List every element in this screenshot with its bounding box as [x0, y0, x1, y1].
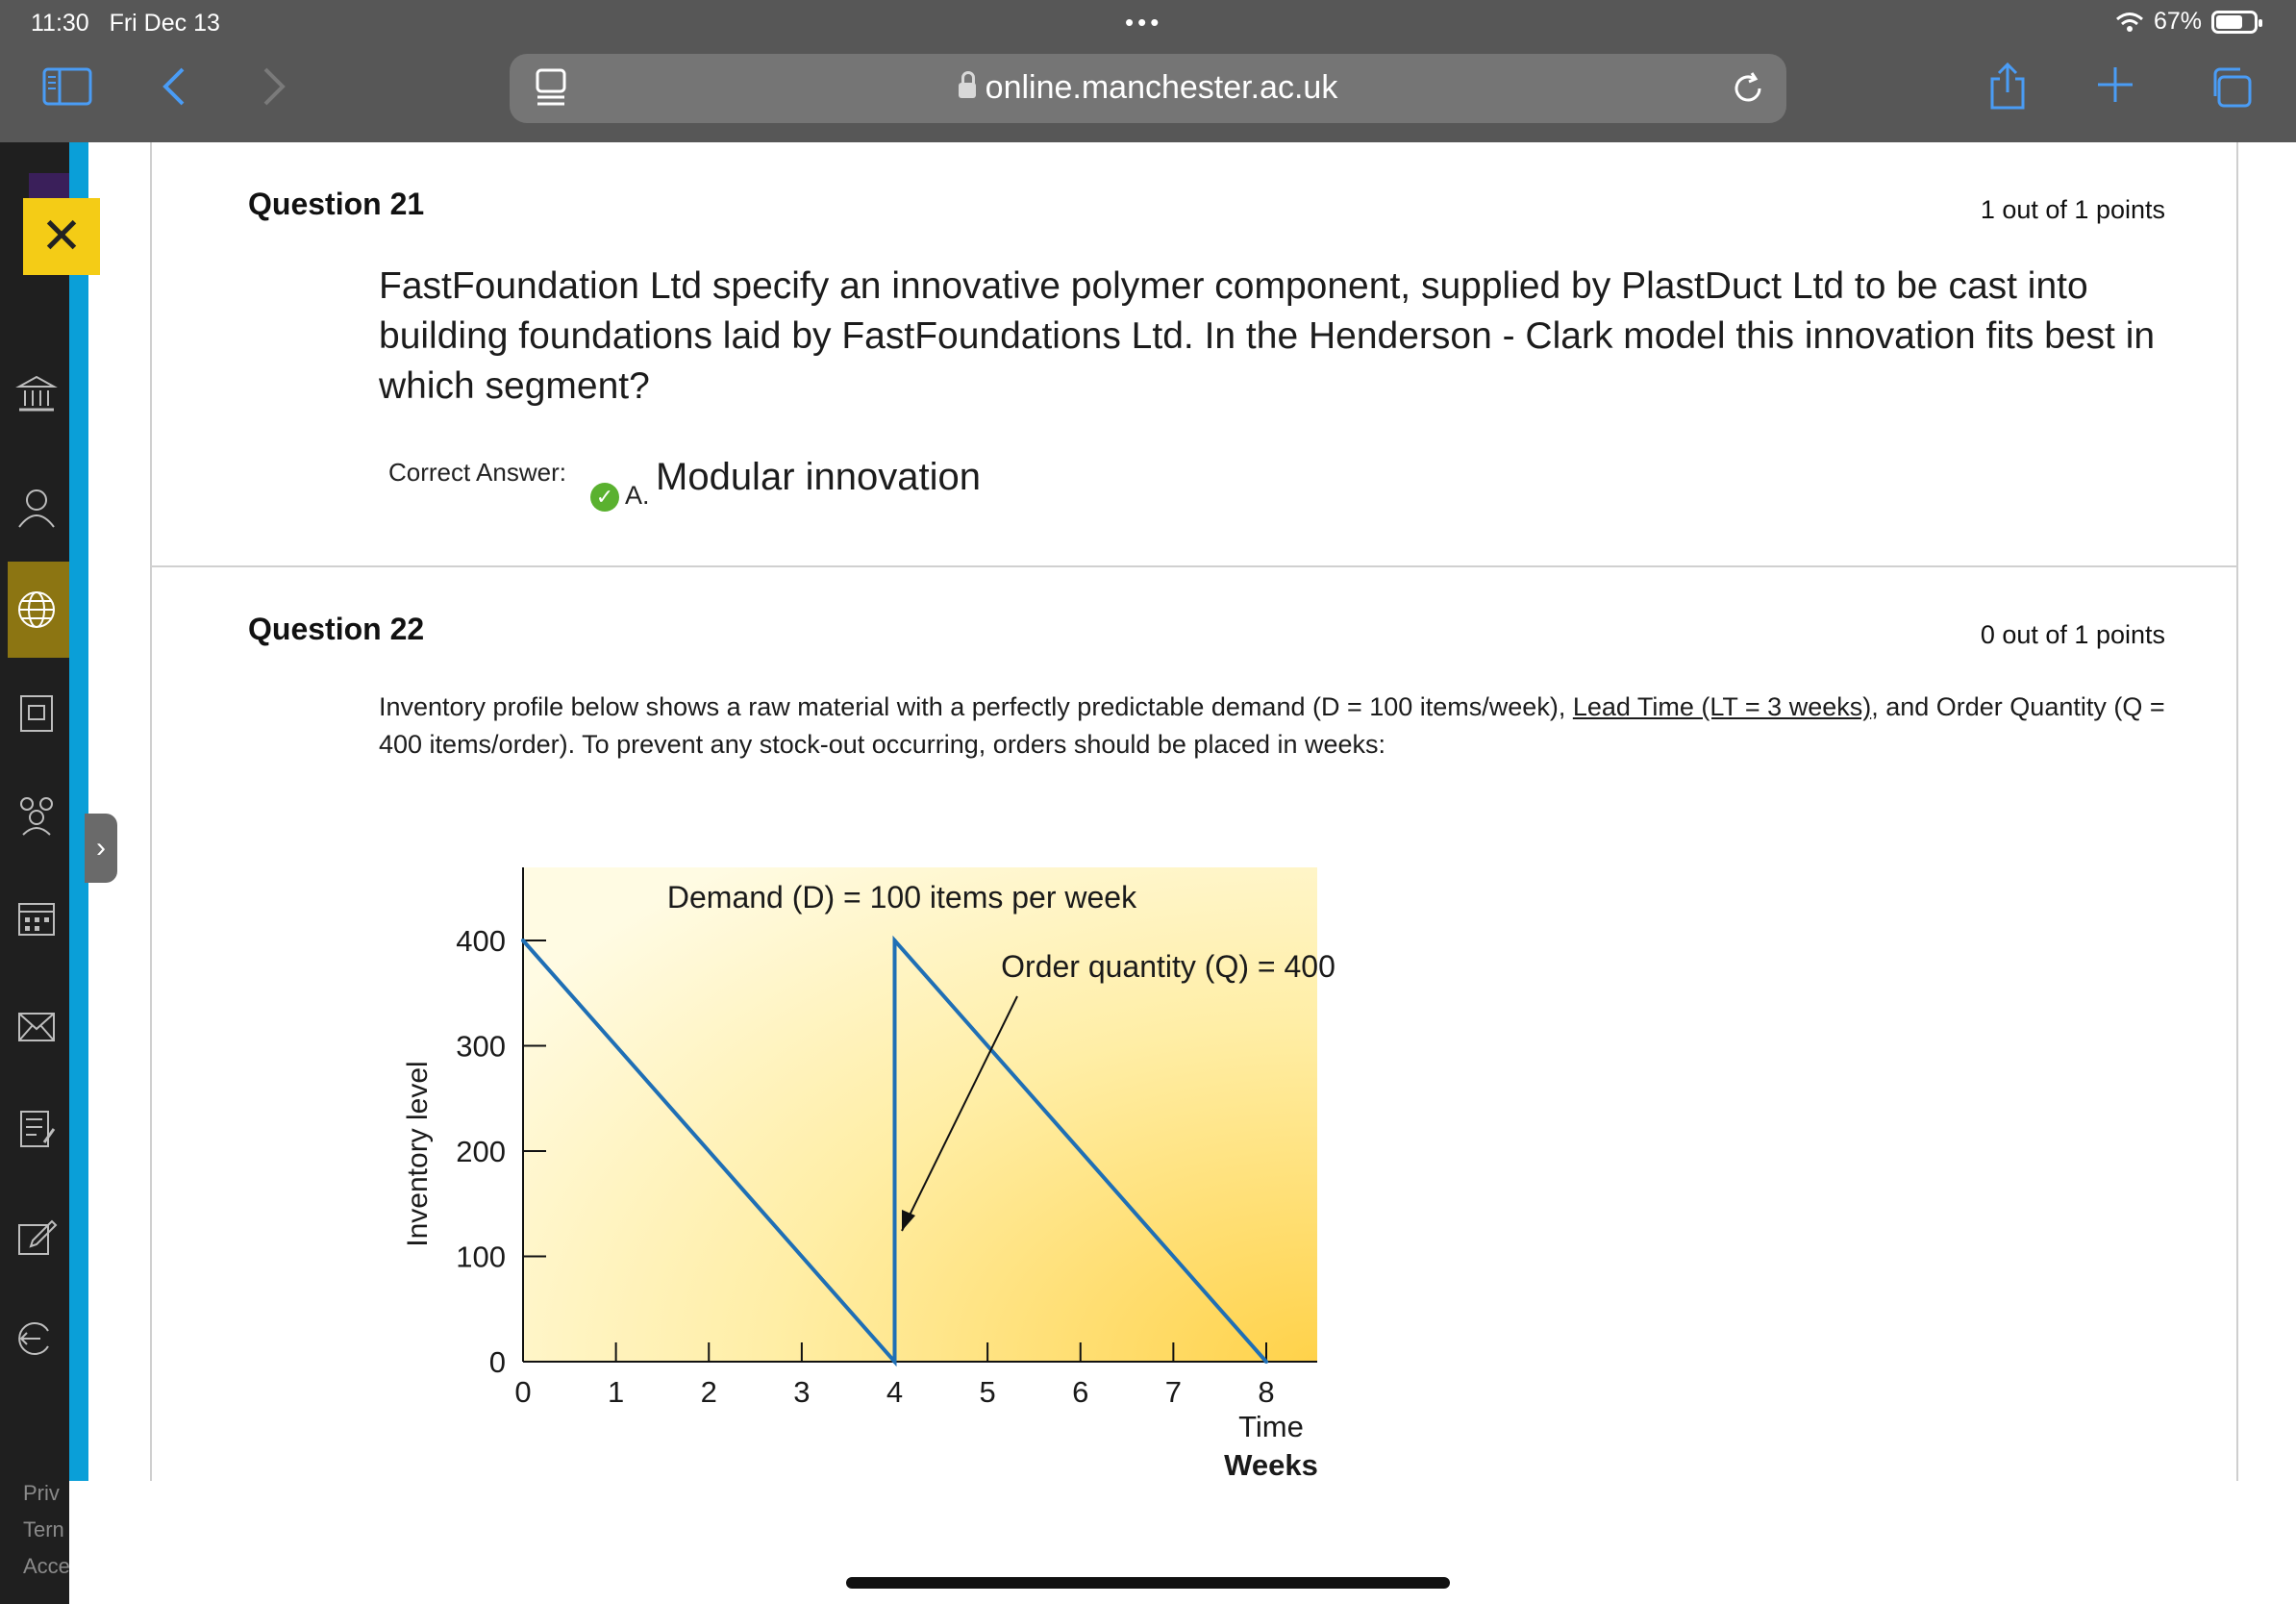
new-tab-icon[interactable]	[2096, 65, 2134, 104]
inventory-point	[1264, 1360, 1268, 1364]
messages-icon[interactable]	[15, 1006, 58, 1048]
x-tick-label: 5	[980, 1375, 996, 1409]
reload-icon[interactable]	[1731, 71, 1765, 106]
chart-ticks: 0 100 200 300 400 0 1 2 3 4 5 6 7 8	[456, 924, 1274, 1409]
question-22-text-part-2: , and Order Quantity (Q = 400 items/orde…	[379, 692, 2165, 759]
plot-background	[523, 867, 1317, 1362]
home-indicator[interactable]	[846, 1577, 1450, 1589]
footer-link-terms[interactable]: Tern	[23, 1517, 64, 1541]
sidebar-expand-button[interactable]: ›	[85, 814, 117, 883]
multitasking-dots[interactable]: •••	[1125, 8, 1163, 37]
inventory-line	[521, 935, 1268, 1367]
answer-text: Modular innovation	[656, 456, 981, 498]
footer-link-accessibility[interactable]: Acce	[23, 1554, 69, 1578]
x-tick-label: 0	[514, 1375, 531, 1409]
forward-icon[interactable]	[262, 65, 288, 108]
question-22-points: 0 out of 1 points	[1980, 620, 2165, 649]
y-axis-label: Inventory level	[402, 1061, 434, 1246]
wifi-icon	[2115, 12, 2143, 32]
profile-icon[interactable]	[15, 487, 58, 529]
x-tick-label: 4	[886, 1375, 903, 1409]
chart-series	[521, 935, 1268, 1367]
y-tick-label: 300	[456, 1030, 506, 1064]
battery-icon	[2211, 10, 2262, 34]
y-tick-label: 200	[456, 1135, 506, 1168]
demand-annotation: Demand (D) = 100 items per week	[667, 880, 1137, 915]
inventory-point	[521, 939, 525, 942]
inventory-chart-svg: 0 100 200 300 400 0 1 2 3 4 5 6 7 8 Demand (D) = 100 …	[402, 867, 1335, 1482]
grades-icon[interactable]	[15, 1108, 58, 1150]
x-tick-label: 8	[1258, 1375, 1274, 1409]
sidebar-footer-links: Priv Tern Acce	[23, 1475, 69, 1585]
order-quantity-arrow	[901, 995, 1018, 1232]
reader-view-icon[interactable]	[535, 67, 567, 110]
question-divider	[150, 565, 2238, 567]
x-tick-label: 2	[701, 1375, 717, 1409]
question-21-text: FastFoundation Ltd specify an innovative…	[379, 265, 2156, 407]
question-22-text-part-1: Inventory profile below shows a raw mate…	[379, 692, 1573, 721]
answer-letter: A.	[625, 481, 650, 510]
question-22-title: Question 22	[248, 612, 425, 646]
back-icon[interactable]	[160, 65, 187, 108]
status-indicators: 67%	[2115, 8, 2262, 36]
brand-strip	[29, 173, 69, 202]
x-tick-label: 1	[608, 1375, 624, 1409]
institution-icon[interactable]	[15, 373, 58, 415]
url-text: online.manchester.ac.uk	[510, 69, 1786, 107]
course-sidebar	[0, 142, 69, 1604]
close-button[interactable]: ✕	[23, 198, 100, 275]
x-tick-label: 3	[793, 1375, 810, 1409]
inventory-chart: 0 100 200 300 400 0 1 2 3 4 5 6 7 8 Demand (D) = 100 …	[385, 856, 1346, 1491]
x-axis-label-weeks: Weeks	[1224, 1448, 1318, 1482]
x-axis-label-time: Time	[1238, 1410, 1304, 1443]
edit-icon[interactable]	[15, 1216, 58, 1258]
groups-icon[interactable]	[15, 794, 58, 837]
inventory-point	[892, 939, 897, 942]
globe-icon[interactable]	[15, 589, 58, 631]
lead-time-link[interactable]: Lead Time (LT = 3 weeks)	[1572, 692, 1872, 721]
browser-chrome: 11:30 Fri Dec 13 ••• 67% online.manche	[0, 0, 2296, 142]
footer-link-privacy[interactable]: Priv	[23, 1481, 60, 1505]
correct-check-icon: ✓	[590, 483, 619, 512]
status-time: 11:30 Fri Dec 13	[31, 10, 220, 37]
question-21-points: 1 out of 1 points	[1980, 195, 2165, 224]
battery-percent: 67%	[2153, 8, 2202, 35]
correct-answer-label: Correct Answer:	[388, 458, 566, 487]
chart-axes	[522, 867, 1317, 1363]
address-bar[interactable]: online.manchester.ac.uk	[510, 54, 1786, 123]
courses-icon[interactable]	[15, 692, 58, 735]
y-tick-label: 100	[456, 1241, 506, 1274]
inventory-point	[892, 1360, 897, 1364]
y-tick-label: 400	[456, 924, 506, 958]
lock-icon	[958, 71, 976, 98]
arrowhead-icon	[902, 1210, 915, 1231]
calendar-icon[interactable]	[15, 896, 58, 939]
question-22-text: Inventory profile below shows a raw mate…	[379, 689, 2186, 764]
y-tick-label: 0	[489, 1345, 506, 1379]
tabs-overview-icon[interactable]	[2208, 65, 2254, 110]
sidebar-toggle-icon[interactable]	[42, 67, 92, 106]
sign-out-icon[interactable]	[15, 1317, 58, 1360]
question-21-title: Question 21	[248, 187, 425, 221]
order-quantity-annotation: Order quantity (Q) = 400	[1001, 949, 1335, 984]
x-tick-label: 7	[1165, 1375, 1182, 1409]
sidebar-accent-stripe	[69, 142, 88, 1481]
share-icon[interactable]	[1986, 62, 2029, 112]
x-tick-label: 6	[1072, 1375, 1088, 1409]
